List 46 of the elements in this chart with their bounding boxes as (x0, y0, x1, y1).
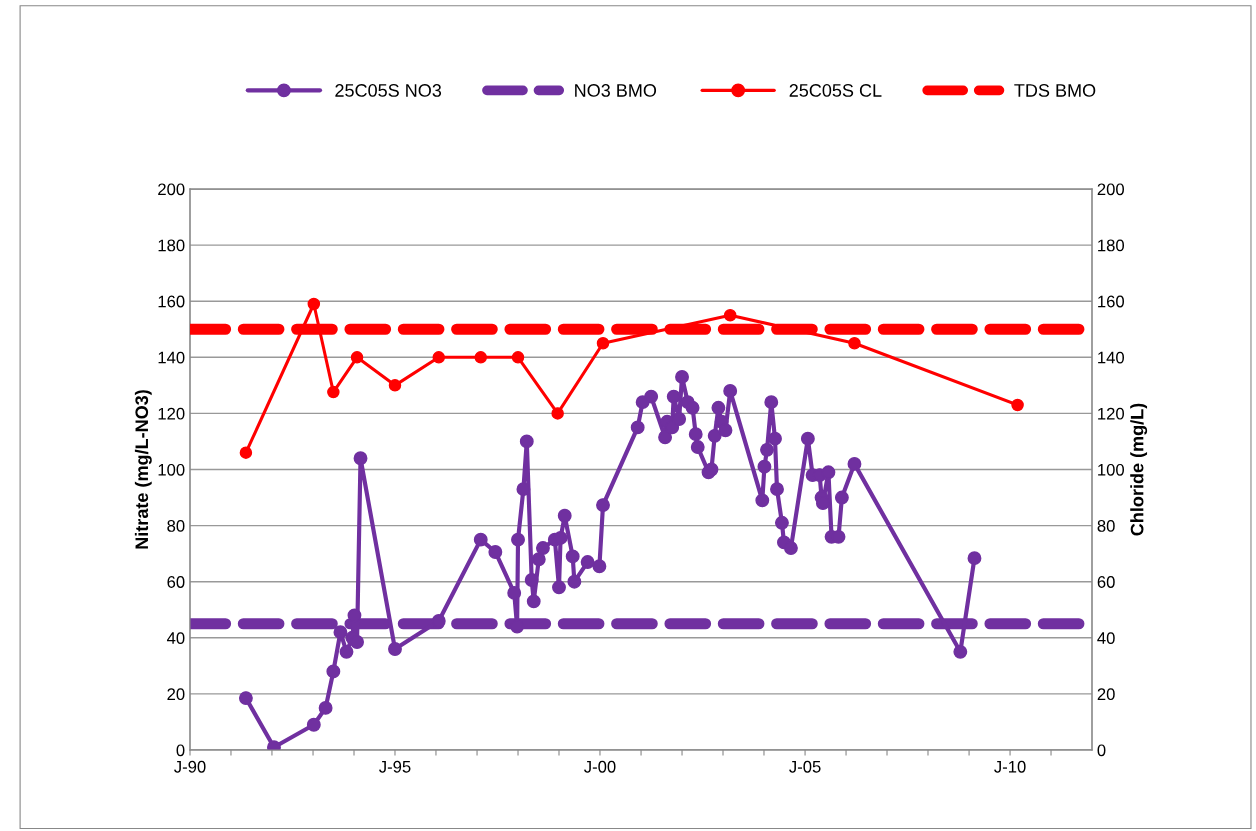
y-tick-label: 0 (176, 744, 185, 757)
y2-tick-label: 100 (1098, 463, 1125, 476)
y2-tick-label: 140 (1098, 351, 1125, 364)
y-tick-label: 20 (167, 688, 185, 701)
point (511, 351, 525, 364)
point (350, 351, 364, 364)
y-tick-label: 180 (158, 239, 185, 252)
y2-tick-label: 60 (1097, 576, 1115, 588)
y2-axis-title: Chloride (mg/L) (1130, 403, 1148, 536)
legend-label: 25C05S NO3 (335, 84, 442, 97)
x-tick-label: J-05 (789, 760, 821, 773)
y-axis-title: Nitrate (mg/L-NO3) (134, 390, 152, 549)
point (551, 407, 564, 420)
y2-tick-label: 20 (1097, 688, 1115, 701)
y-tick-label: 120 (158, 407, 185, 420)
point (1011, 398, 1024, 412)
point (432, 351, 446, 364)
legend-label: NO3 BMO (575, 84, 657, 97)
y2-tick-label: 200 (1097, 183, 1125, 196)
y-tick-label: 200 (158, 183, 185, 196)
x-tick-label: J-90 (174, 760, 206, 773)
point (474, 351, 488, 364)
y-tick-label: 160 (158, 295, 185, 308)
y2-tick-label: 80 (1097, 520, 1115, 532)
legend-label: TDS BMO (1014, 84, 1096, 97)
y-tick-label: 80 (167, 520, 185, 532)
y-tick-label: 100 (158, 463, 185, 476)
point (848, 337, 861, 350)
y-tick-label: 40 (166, 632, 185, 644)
point (723, 308, 737, 322)
y-tick-label: 140 (158, 351, 185, 364)
y2-tick-label: 120 (1098, 407, 1125, 420)
y2-tick-label: 40 (1097, 632, 1115, 644)
point (239, 446, 253, 459)
y2-tick-label: 180 (1098, 239, 1125, 252)
point (388, 379, 402, 392)
y2-tick-label: 160 (1098, 295, 1125, 308)
x-tick-label: J-95 (379, 760, 411, 773)
x-tick-label: J-00 (584, 760, 616, 773)
y2-tick-label: 0 (1097, 744, 1106, 757)
legend-label: 25C05S CL (789, 84, 882, 97)
point (596, 337, 610, 350)
x-tick-label: J-10 (994, 760, 1026, 773)
point (307, 297, 321, 311)
point (327, 385, 340, 399)
y-tick-label: 60 (167, 576, 185, 588)
